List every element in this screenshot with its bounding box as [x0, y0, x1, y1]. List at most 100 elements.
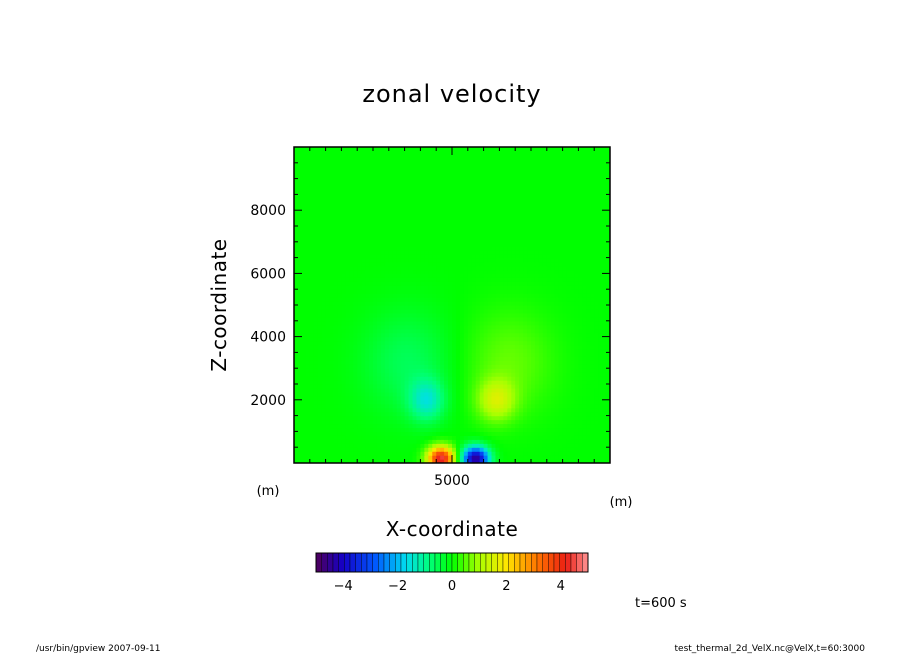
heatmap-cell	[349, 320, 354, 326]
heatmap-cell	[554, 360, 560, 365]
heatmap-cell	[325, 241, 331, 247]
heatmap-cell	[297, 372, 303, 377]
heatmap-cell	[301, 308, 307, 314]
heatmap-cell	[507, 391, 512, 397]
heatmap-cell	[546, 233, 552, 239]
heatmap-cell	[511, 312, 516, 318]
heatmap-cell	[440, 455, 445, 460]
heatmap-cell	[499, 249, 504, 255]
heatmap-cell	[301, 285, 307, 290]
heatmap-cell	[380, 439, 386, 444]
heatmap-cell	[467, 336, 473, 342]
heatmap-cell	[396, 257, 402, 263]
heatmap-cell	[467, 415, 473, 421]
heatmap-cell	[301, 344, 307, 350]
heatmap-cell	[400, 399, 406, 405]
heatmap-cell	[313, 253, 319, 259]
heatmap-cell	[337, 403, 342, 409]
heatmap-cell	[578, 218, 583, 223]
heatmap-cell	[483, 237, 489, 243]
heatmap-cell	[380, 301, 386, 306]
heatmap-cell	[527, 241, 532, 247]
heatmap-cell	[436, 368, 441, 373]
heatmap-cell	[313, 324, 319, 330]
heatmap-cell	[463, 403, 469, 409]
heatmap-cell	[586, 403, 591, 409]
heatmap-cell	[495, 328, 500, 334]
heatmap-cell	[357, 344, 362, 350]
heatmap-cell	[297, 285, 303, 290]
heatmap-cell	[440, 439, 445, 444]
heatmap-cell	[317, 459, 323, 463]
heatmap-cell	[309, 344, 315, 350]
heatmap-cell	[412, 459, 418, 463]
heatmap-cell	[384, 459, 390, 463]
heatmap-cell	[594, 336, 599, 342]
heatmap-cell	[467, 277, 473, 282]
heatmap-cell	[341, 368, 346, 373]
heatmap-cell	[444, 447, 449, 452]
heatmap-cell	[392, 285, 398, 290]
heatmap-cell	[337, 360, 342, 365]
heatmap-cell	[337, 218, 342, 223]
heatmap-cell	[558, 384, 564, 389]
heatmap-cell	[309, 328, 315, 334]
heatmap-cell	[349, 293, 354, 298]
heatmap-cell	[511, 423, 516, 429]
heatmap-cell	[408, 395, 414, 401]
heatmap-cell	[594, 459, 599, 463]
heatmap-cell	[313, 261, 319, 267]
heatmap-cell	[392, 261, 398, 267]
heatmap-cell	[531, 360, 536, 365]
heatmap-cell	[400, 214, 406, 219]
heatmap-cell	[594, 245, 599, 251]
heatmap-cell	[602, 328, 607, 334]
heatmap-cell	[341, 348, 346, 353]
heatmap-cell	[388, 241, 394, 247]
heatmap-cell	[416, 222, 421, 227]
heatmap-cell	[432, 265, 437, 271]
heatmap-cell	[523, 320, 528, 326]
heatmap-cell	[297, 253, 303, 259]
heatmap-cell	[590, 431, 595, 436]
heatmap-cell	[554, 261, 560, 267]
heatmap-cell	[329, 340, 335, 346]
heatmap-cell	[534, 447, 540, 452]
heatmap-cell	[400, 360, 406, 365]
heatmap-cell	[507, 269, 512, 274]
heatmap-cell	[479, 312, 485, 318]
heatmap-cell	[333, 459, 339, 463]
heatmap-cell	[341, 237, 346, 243]
heatmap-cell	[542, 237, 548, 243]
heatmap-cell	[495, 415, 500, 421]
heatmap-cell	[341, 241, 346, 247]
heatmap-cell	[562, 261, 568, 267]
heatmap-cell	[562, 324, 568, 330]
heatmap-cell	[452, 249, 457, 255]
heatmap-cell	[436, 336, 441, 342]
heatmap-cell	[424, 435, 429, 440]
heatmap-cell	[424, 214, 429, 219]
heatmap-cell	[376, 289, 382, 294]
heatmap-cell	[297, 218, 303, 223]
heatmap-cell	[404, 312, 410, 318]
heatmap-cell	[388, 281, 394, 286]
heatmap-cell	[479, 281, 485, 286]
heatmap-cell	[376, 443, 382, 448]
heatmap-cell	[455, 443, 461, 448]
heatmap-cell	[353, 324, 358, 330]
heatmap-cell	[365, 273, 370, 278]
heatmap-cell	[436, 399, 441, 405]
heatmap-cell	[396, 301, 402, 306]
heatmap-cell	[487, 360, 493, 365]
heatmap-cell	[337, 423, 342, 429]
heatmap-cell	[542, 419, 548, 425]
heatmap-cell	[388, 387, 394, 393]
heatmap-cell	[345, 447, 350, 452]
heatmap-cell	[562, 411, 568, 417]
heatmap-cell	[499, 364, 504, 369]
heatmap-cell	[329, 352, 335, 357]
heatmap-cell	[574, 352, 579, 357]
heatmap-cell	[333, 301, 339, 306]
heatmap-cell	[396, 241, 402, 247]
